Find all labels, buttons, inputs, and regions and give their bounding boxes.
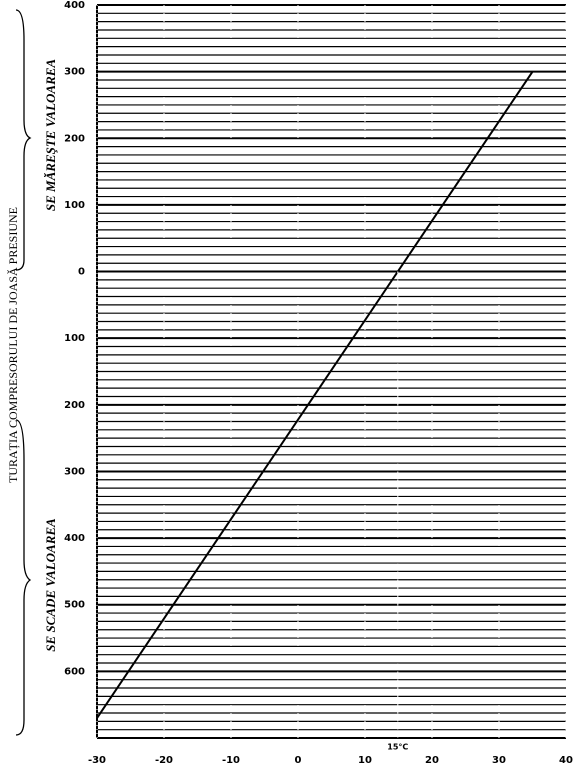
y-tick-label: 500 — [64, 600, 85, 611]
data-line — [96, 71, 534, 719]
y-tick-label: 100 — [64, 333, 85, 344]
annotation: SE SCADE VALOAREA — [43, 518, 58, 652]
y-tick-label: 400 — [64, 533, 85, 544]
y-tick-label: 0 — [78, 267, 85, 278]
y-tick-label: 100 — [64, 200, 85, 211]
x-tick-label: 0 — [295, 755, 302, 766]
x-tick-label: -30 — [88, 755, 106, 766]
annotation: 15°C — [387, 743, 408, 752]
y-tick-label: 200 — [64, 133, 85, 144]
x-tick-label: 20 — [425, 755, 439, 766]
x-tick-label: 30 — [492, 755, 506, 766]
brace — [15, 419, 32, 736]
y-tick-label: 300 — [64, 466, 85, 477]
brace — [15, 9, 32, 271]
y-tick-label: 200 — [64, 400, 85, 411]
x-tick-label: -10 — [222, 755, 240, 766]
x-tick-label: 10 — [358, 755, 372, 766]
annotation: SE MĂREŞTE VALOAREA — [43, 59, 58, 212]
x-tick-label: -20 — [155, 755, 173, 766]
y-tick-label: 600 — [64, 666, 85, 677]
y-tick-label: 300 — [64, 67, 85, 78]
y-axis-label: TURAȚIA COMPRESORULUI DE JOASĂ PRESIUNE — [6, 207, 20, 483]
y-tick-label: 400 — [64, 0, 85, 11]
x-tick-label: 40 — [559, 755, 573, 766]
